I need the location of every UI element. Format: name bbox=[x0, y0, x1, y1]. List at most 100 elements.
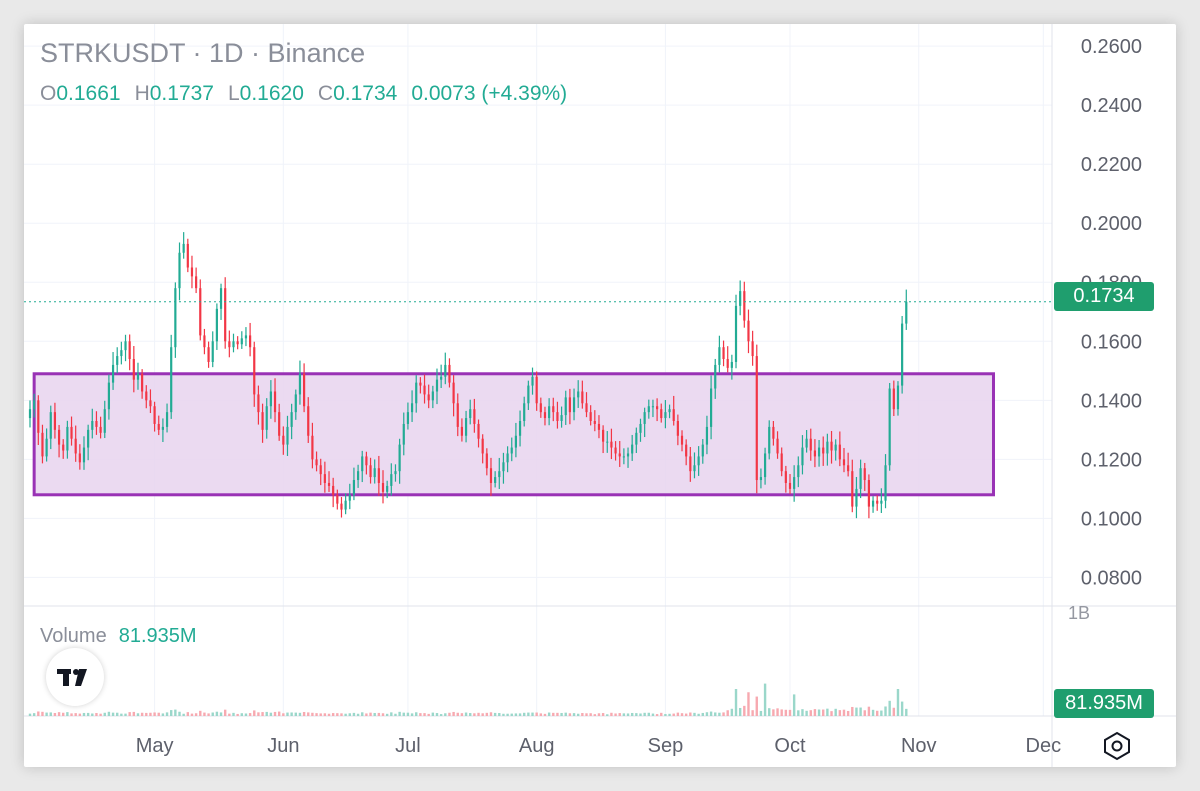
volume-bar bbox=[385, 713, 389, 716]
candle-body bbox=[834, 444, 837, 451]
candle-body bbox=[369, 465, 372, 478]
volume-bar bbox=[452, 711, 455, 716]
volume-bar bbox=[871, 709, 875, 716]
candle-body bbox=[693, 465, 696, 472]
title-separator-2: · bbox=[243, 38, 268, 68]
volume-bar bbox=[693, 712, 696, 716]
volume-bar bbox=[398, 711, 401, 716]
candle-body bbox=[323, 474, 326, 483]
candle-body bbox=[793, 477, 796, 489]
candle-body bbox=[763, 453, 767, 478]
interval-label[interactable]: 1D bbox=[209, 38, 244, 68]
candle-body bbox=[672, 409, 675, 421]
volume-bar bbox=[228, 713, 231, 716]
volume-bar bbox=[286, 712, 289, 716]
volume-bar bbox=[37, 711, 40, 716]
last-price-badge: 0.1734 bbox=[1054, 282, 1154, 311]
volume-bar bbox=[838, 710, 842, 716]
volume-bar bbox=[709, 711, 713, 716]
candle-body bbox=[410, 403, 414, 413]
volume-bar bbox=[273, 711, 277, 716]
y-tick-label: 0.0800 bbox=[1081, 567, 1142, 589]
volume-bar bbox=[747, 692, 750, 716]
x-tick-label: Dec bbox=[1026, 735, 1062, 757]
y-tick-label: 0.2400 bbox=[1081, 95, 1142, 117]
candle-body bbox=[668, 409, 671, 413]
volume-bar bbox=[170, 710, 173, 716]
volume-bar bbox=[635, 713, 638, 716]
candle-body bbox=[431, 391, 434, 401]
volume-bar bbox=[535, 712, 538, 716]
low-value: 0.1620 bbox=[239, 82, 304, 105]
volume-bar bbox=[294, 712, 297, 716]
volume-bar bbox=[822, 709, 825, 716]
candle-body bbox=[473, 409, 476, 424]
volume-bar bbox=[444, 713, 447, 716]
candle-body bbox=[394, 471, 397, 475]
candle-body bbox=[730, 361, 733, 368]
candle-body bbox=[734, 305, 738, 362]
candle-body bbox=[373, 468, 376, 478]
candle-body bbox=[440, 376, 443, 380]
candle-body bbox=[282, 435, 285, 445]
volume-bar bbox=[439, 714, 443, 716]
candle-body bbox=[278, 412, 281, 436]
volume-bar bbox=[597, 713, 601, 716]
volume-bar bbox=[576, 713, 580, 716]
volume-bar bbox=[140, 712, 144, 716]
candle-body bbox=[464, 418, 468, 436]
x-tick-label: Sep bbox=[648, 735, 684, 757]
settings-hexagon-icon[interactable] bbox=[1100, 729, 1134, 763]
volume-bar bbox=[203, 712, 206, 716]
candle-body bbox=[153, 406, 156, 424]
volume-bar bbox=[194, 713, 198, 716]
volume-bar bbox=[244, 713, 248, 716]
candle-body bbox=[572, 397, 576, 413]
volume-bar bbox=[45, 712, 48, 716]
volume-bar bbox=[564, 712, 567, 716]
candle-body bbox=[498, 471, 501, 478]
candle-body bbox=[863, 468, 866, 481]
symbol-name[interactable]: STRKUSDT bbox=[40, 38, 186, 68]
candle-body bbox=[552, 406, 555, 413]
volume-bar bbox=[805, 710, 808, 716]
candle-body bbox=[215, 308, 218, 342]
volume-bar bbox=[124, 713, 127, 716]
candle-body bbox=[689, 456, 692, 472]
candle-body bbox=[664, 412, 667, 419]
candle-body bbox=[768, 426, 771, 454]
candle-body bbox=[444, 364, 447, 377]
candle-body bbox=[165, 412, 169, 427]
volume-bar bbox=[651, 713, 655, 716]
volume-bar bbox=[502, 713, 505, 716]
volume-bar bbox=[298, 712, 302, 716]
candle-body bbox=[136, 373, 140, 380]
volume-bar bbox=[593, 714, 597, 716]
candle-body bbox=[901, 323, 904, 386]
candle-body bbox=[635, 432, 638, 445]
candle-body bbox=[386, 485, 389, 492]
volume-bar bbox=[431, 712, 435, 716]
tradingview-logo-icon[interactable] bbox=[46, 648, 104, 706]
volume-bar bbox=[751, 710, 754, 716]
volume-bar bbox=[253, 710, 256, 716]
volume-bar bbox=[373, 712, 376, 716]
volume-bar bbox=[714, 712, 717, 716]
candle-body bbox=[880, 500, 883, 504]
volume-bar bbox=[730, 708, 734, 716]
range-rectangle[interactable] bbox=[32, 372, 995, 497]
volume-bar bbox=[190, 713, 194, 716]
volume-bar bbox=[689, 712, 692, 716]
candle-body bbox=[199, 288, 202, 336]
candle-body bbox=[327, 482, 331, 486]
candle-body bbox=[390, 474, 393, 486]
candle-body bbox=[28, 409, 32, 419]
volume-bar bbox=[161, 713, 165, 716]
candle-body bbox=[531, 376, 534, 386]
candle-body bbox=[518, 420, 522, 436]
price-chart[interactable]: 0.26000.24000.22000.20000.18000.16000.14… bbox=[24, 24, 1176, 767]
volume-bar bbox=[672, 713, 675, 716]
volume-bar bbox=[377, 712, 381, 716]
candle-body bbox=[602, 429, 605, 442]
volume-bar bbox=[834, 708, 837, 716]
